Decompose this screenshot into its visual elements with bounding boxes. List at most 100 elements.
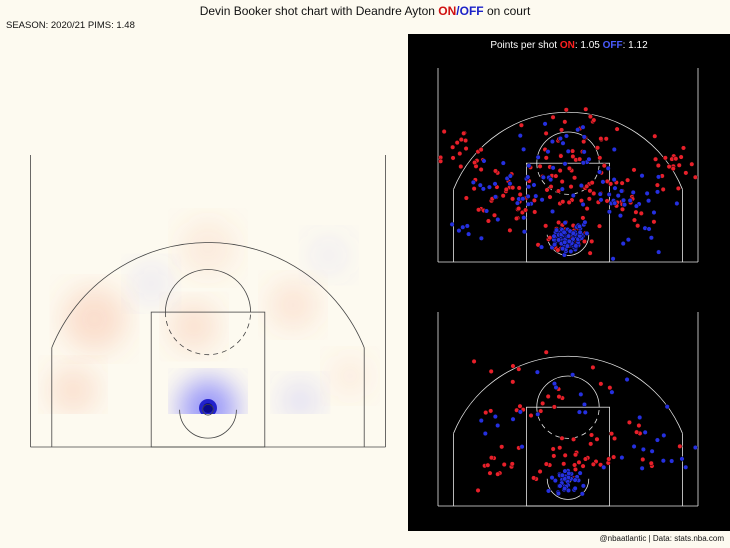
shot-point-off xyxy=(486,184,492,190)
shot-point-off xyxy=(637,414,643,421)
shot-point-on xyxy=(566,199,572,205)
shot-point-off xyxy=(535,411,541,417)
shot-point-off xyxy=(644,190,650,196)
shot-point-on xyxy=(532,209,538,215)
shot-point-on xyxy=(517,403,523,409)
three-point-arc xyxy=(51,242,365,348)
shot-point-off xyxy=(550,165,556,171)
shot-point-off xyxy=(566,470,572,476)
shot-point-on xyxy=(584,183,590,189)
shot-point-off xyxy=(521,229,527,235)
shot-point-on xyxy=(640,456,646,463)
shot-point-off xyxy=(484,208,490,214)
shot-point-on xyxy=(588,441,594,447)
shot-point-off xyxy=(611,177,617,183)
shot-point-off xyxy=(566,233,572,239)
shot-point-on xyxy=(518,122,524,128)
shot-point-on xyxy=(570,148,576,154)
shot-point-off xyxy=(612,185,618,191)
shot-point-on xyxy=(543,461,549,467)
shot-point-off xyxy=(495,422,501,429)
shot-point-on xyxy=(626,419,632,425)
shot-point-on xyxy=(654,182,660,188)
shot-point-on xyxy=(638,210,644,216)
shot-point-on xyxy=(676,162,682,168)
shot-scatter-panel: Points per shot ON: 1.05 OFF: 1.12 xyxy=(408,34,730,531)
shot-point-off xyxy=(456,228,462,234)
shot-point-on xyxy=(551,404,557,410)
shot-point-on xyxy=(562,452,568,458)
shot-point-on xyxy=(517,191,523,198)
shot-point-on xyxy=(528,412,534,419)
shot-point-off xyxy=(640,446,646,452)
scatter-panel-1 xyxy=(437,68,699,263)
shot-point-on xyxy=(550,446,556,452)
shot-point-off xyxy=(562,468,568,474)
free-throw-arc xyxy=(536,375,600,408)
shot-point-on xyxy=(510,379,516,385)
shot-point-off xyxy=(646,226,652,232)
shot-point-off xyxy=(470,179,476,185)
shot-point-on xyxy=(631,217,637,223)
shot-point-on xyxy=(572,466,579,472)
shot-point-on xyxy=(580,215,586,221)
shot-point-on xyxy=(485,218,491,224)
shot-point-off xyxy=(521,146,527,152)
shot-point-off xyxy=(615,193,621,199)
shot-point-off xyxy=(492,414,498,420)
shot-point-off xyxy=(526,163,532,169)
shot-point-off xyxy=(581,401,588,408)
heat-blob-8 xyxy=(307,234,351,277)
shot-point-on xyxy=(450,155,456,161)
three-point-arc xyxy=(453,355,683,434)
shot-point-on xyxy=(670,166,676,172)
free-throw-arc-dashed xyxy=(165,312,251,356)
heat-blob-6 xyxy=(279,379,322,414)
shot-point-off xyxy=(679,456,685,462)
shot-point-off xyxy=(601,464,607,470)
shot-point-on xyxy=(590,364,596,370)
heat-blob-3 xyxy=(168,301,219,352)
shot-point-on xyxy=(557,445,563,451)
shot-point-on xyxy=(488,408,494,414)
shot-point-off xyxy=(674,200,680,207)
shot-point-on xyxy=(510,185,516,191)
shot-point-on xyxy=(576,459,582,465)
shot-point-on xyxy=(609,431,615,437)
shot-point-on xyxy=(666,164,672,170)
shot-point-off xyxy=(549,208,556,215)
shot-point-on xyxy=(540,400,546,406)
shot-point-off xyxy=(548,177,554,183)
free-throw-arc xyxy=(165,269,251,313)
shot-point-off xyxy=(562,239,568,245)
paint-area xyxy=(150,311,266,448)
shot-point-on xyxy=(560,199,566,205)
shot-point-off xyxy=(621,202,628,208)
shot-point-off xyxy=(481,158,487,164)
shot-point-off xyxy=(581,149,587,155)
heat-blob-4 xyxy=(48,365,98,414)
shot-point-off xyxy=(559,186,565,192)
shot-point-off xyxy=(563,133,569,139)
shot-point-on xyxy=(510,196,516,202)
shot-point-off xyxy=(551,233,557,239)
shot-point-off xyxy=(545,488,552,494)
shot-point-on xyxy=(475,487,481,493)
shot-point-off xyxy=(651,209,657,216)
shot-point-on xyxy=(438,158,444,164)
heat-blob-2 xyxy=(268,280,319,330)
shot-point-off xyxy=(562,485,568,492)
shot-point-on xyxy=(653,156,659,162)
shot-point-off xyxy=(517,133,523,139)
shot-point-on xyxy=(652,133,658,139)
shot-point-off xyxy=(578,391,584,397)
shot-point-on xyxy=(478,166,484,173)
title-on-label: ON xyxy=(438,4,457,18)
shot-point-off xyxy=(582,409,588,415)
shot-point-on xyxy=(516,185,522,191)
shot-point-on xyxy=(625,177,631,183)
shot-point-on xyxy=(562,119,568,125)
shot-point-off xyxy=(577,229,583,235)
shot-point-off xyxy=(661,432,667,438)
shot-point-on xyxy=(603,136,609,142)
